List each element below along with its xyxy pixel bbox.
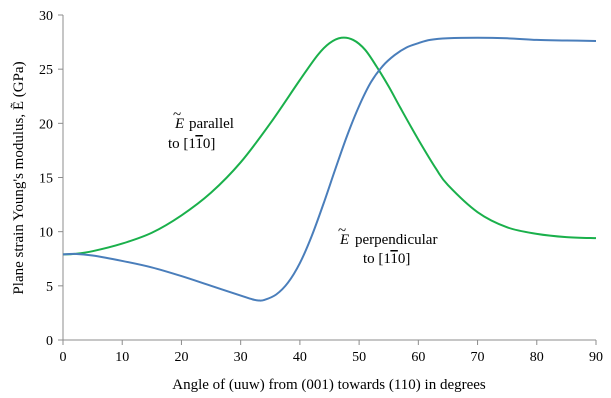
x-tick-label: 10 (115, 350, 129, 365)
series-line-parallel (62, 36, 597, 256)
annotation-perpendicular-direction: to [110] (363, 251, 410, 267)
y-tick-label: 0 (46, 334, 53, 349)
annotation-perpendicular-label: perpendicular (355, 232, 437, 248)
x-tick-label: 0 (60, 350, 67, 365)
series-line-perpendicular (62, 36, 597, 302)
y-tick-label: 25 (39, 63, 53, 78)
x-tick-label: 20 (174, 350, 188, 365)
annotation-perpendicular-symbol: E (339, 232, 349, 248)
annotation-parallel: E ~ parallel to [110] (168, 107, 234, 152)
y-tick-label: 20 (39, 117, 53, 132)
series-layer (62, 36, 597, 302)
x-tick-label: 80 (530, 350, 544, 365)
annotation-parallel-symbol: E (174, 116, 184, 132)
x-tick-label: 30 (234, 350, 248, 365)
annotation-parallel-direction: to [110] (168, 136, 215, 152)
y-tick-label: 5 (46, 280, 53, 295)
annotation-perpendicular-tilde: ~ (338, 223, 346, 239)
annotation-parallel-tilde: ~ (173, 107, 181, 123)
y-axis: 0 5 10 15 20 25 30 (39, 9, 64, 349)
annotation-parallel-label: parallel (189, 116, 234, 132)
x-tick-label: 60 (411, 350, 425, 365)
x-tick-label: 40 (293, 350, 307, 365)
x-axis: 0 10 20 30 40 50 60 70 80 90 (60, 339, 603, 365)
x-tick-label: 90 (589, 350, 603, 365)
y-axis-title: Plane strain Young's modulus, Ẽ (GPa) (11, 61, 27, 294)
y-tick-label: 15 (39, 172, 53, 187)
x-tick-label: 70 (471, 350, 485, 365)
annotation-perpendicular: E ~ perpendicular to [110] (338, 223, 437, 267)
x-axis-title: Angle of (uuw) from (001) towards (110) … (172, 377, 486, 393)
y-tick-label: 30 (39, 9, 53, 24)
y-tick-label: 10 (39, 226, 53, 241)
x-tick-label: 50 (352, 350, 366, 365)
